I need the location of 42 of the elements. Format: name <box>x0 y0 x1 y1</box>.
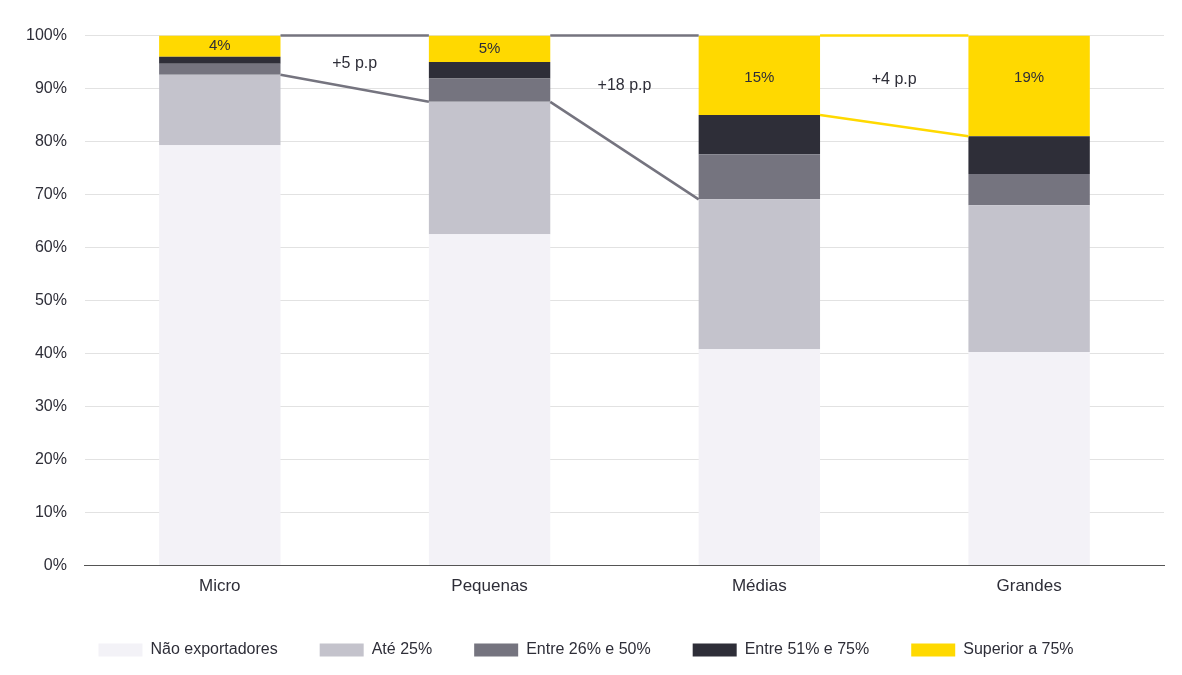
bar <box>428 62 551 79</box>
y-tick-label: 60% <box>34 238 67 256</box>
bar <box>698 199 821 350</box>
annotation: +4 p.p <box>871 70 917 88</box>
data-label: 4% <box>208 36 231 54</box>
y-tick-label: 70% <box>34 185 67 203</box>
bar <box>159 145 281 566</box>
bar <box>968 136 1090 174</box>
bar <box>159 56 281 64</box>
bar <box>698 349 821 566</box>
bar <box>968 173 1090 206</box>
bar <box>968 205 1090 353</box>
x-tick-label: Grandes <box>996 576 1062 596</box>
data-label: 5% <box>478 38 501 56</box>
data-label: 19% <box>1014 67 1045 85</box>
x-tick-label: Pequenas <box>451 576 528 596</box>
data-label: 15% <box>744 67 775 85</box>
bar <box>428 234 551 566</box>
y-tick-label: 80% <box>34 132 67 150</box>
bar <box>698 115 821 155</box>
bar <box>428 35 551 63</box>
bar <box>968 352 1090 566</box>
legend-label: Entre 26% e 50% <box>526 640 651 658</box>
y-tick-label: 40% <box>34 344 67 362</box>
annotation: +18 p.p <box>597 76 652 94</box>
x-tick-label: Médias <box>731 576 787 596</box>
y-tick-label: 20% <box>34 450 67 468</box>
y-tick-label: 100% <box>26 26 67 44</box>
y-tick-label: 30% <box>34 397 67 415</box>
bar <box>428 101 551 235</box>
legend-label: Entre 51% e 75% <box>744 640 870 658</box>
annotation: +5 p.p <box>332 54 378 72</box>
y-tick-label: 50% <box>34 291 67 309</box>
x-tick-label: Micro <box>199 576 241 596</box>
legend-label: Não exportadores <box>150 640 278 658</box>
bar <box>159 35 281 57</box>
y-tick-label: 90% <box>34 79 67 97</box>
bar <box>159 74 281 146</box>
y-tick-label: 10% <box>34 503 67 521</box>
legend-label: Superior a 75% <box>963 640 1074 658</box>
y-tick-label: 0% <box>43 556 67 574</box>
legend-label: Até 25% <box>371 640 433 658</box>
